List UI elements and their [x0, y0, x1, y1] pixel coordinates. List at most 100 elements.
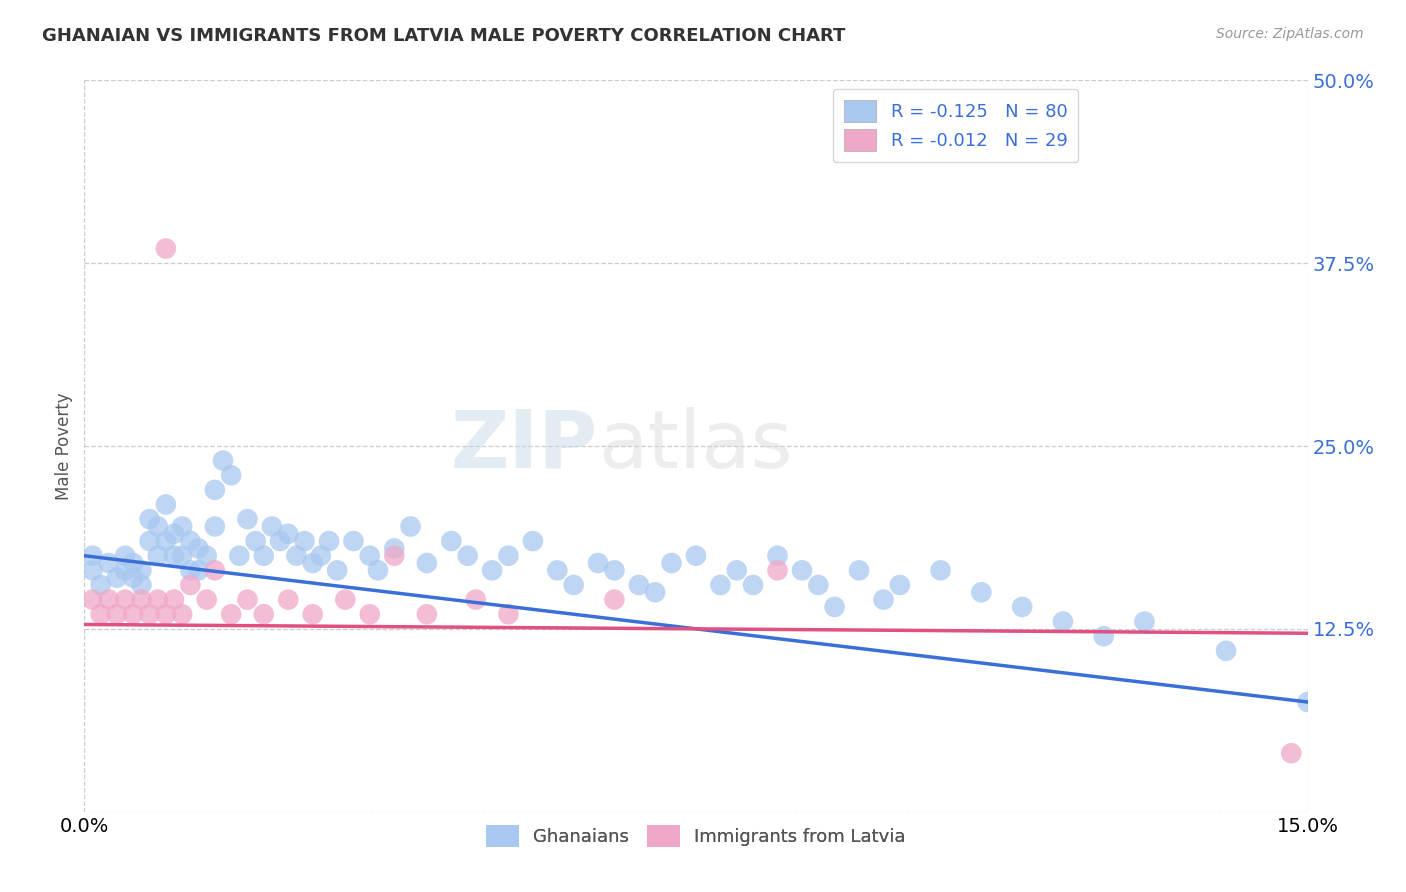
Point [253, 607, 276, 622]
Point [269, 534, 291, 549]
Point [399, 519, 422, 533]
Point [1092, 629, 1115, 643]
Point [498, 549, 520, 563]
Point [219, 468, 242, 483]
Point [82, 563, 104, 577]
Point [586, 556, 609, 570]
Point [382, 549, 405, 563]
Point [1296, 695, 1319, 709]
Point [824, 599, 846, 614]
Point [163, 526, 186, 541]
Point [195, 549, 218, 563]
Point [236, 512, 259, 526]
Point [105, 571, 128, 585]
Text: GHANAIAN VS IMMIGRANTS FROM LATVIA MALE POVERTY CORRELATION CHART: GHANAIAN VS IMMIGRANTS FROM LATVIA MALE … [42, 27, 845, 45]
Point [326, 563, 349, 577]
Point [131, 563, 153, 577]
Y-axis label: Male Poverty: Male Poverty [55, 392, 73, 500]
Point [1011, 599, 1033, 614]
Point [382, 541, 405, 556]
Text: atlas: atlas [598, 407, 793, 485]
Point [114, 549, 136, 563]
Point [627, 578, 650, 592]
Point [114, 563, 136, 577]
Point [309, 549, 332, 563]
Point [335, 592, 357, 607]
Point [204, 519, 226, 533]
Point [131, 578, 153, 592]
Point [562, 578, 585, 592]
Point [236, 592, 259, 607]
Point [219, 607, 242, 622]
Point [725, 563, 748, 577]
Point [1215, 644, 1237, 658]
Point [457, 549, 479, 563]
Point [172, 549, 194, 563]
Point [685, 549, 707, 563]
Point [481, 563, 503, 577]
Point [212, 453, 235, 467]
Point [872, 592, 894, 607]
Point [155, 607, 177, 622]
Point [187, 563, 209, 577]
Point [342, 534, 364, 549]
Point [146, 592, 169, 607]
Point [131, 592, 153, 607]
Point [155, 534, 177, 549]
Point [114, 592, 136, 607]
Point [97, 556, 120, 570]
Point [546, 563, 568, 577]
Point [603, 592, 626, 607]
Point [138, 534, 160, 549]
Point [464, 592, 486, 607]
Point [416, 556, 439, 570]
Point [179, 578, 201, 592]
Point [146, 549, 169, 563]
Point [285, 549, 308, 563]
Point [498, 607, 520, 622]
Point [163, 549, 186, 563]
Point [138, 512, 160, 526]
Point [742, 578, 765, 592]
Text: Source: ZipAtlas.com: Source: ZipAtlas.com [1216, 27, 1364, 41]
Point [359, 549, 381, 563]
Point [155, 498, 177, 512]
Point [359, 607, 381, 622]
Legend: Ghanaians, Immigrants from Latvia: Ghanaians, Immigrants from Latvia [479, 817, 912, 854]
Point [929, 563, 952, 577]
Point [522, 534, 544, 549]
Point [155, 242, 177, 256]
Point [644, 585, 666, 599]
Point [277, 526, 299, 541]
Point [82, 592, 104, 607]
Point [105, 607, 128, 622]
Point [122, 556, 145, 570]
Point [228, 549, 250, 563]
Point [318, 534, 340, 549]
Point [245, 534, 267, 549]
Point [172, 607, 194, 622]
Point [260, 519, 283, 533]
Point [1052, 615, 1074, 629]
Point [172, 519, 194, 533]
Point [163, 592, 186, 607]
Point [889, 578, 911, 592]
Point [1279, 746, 1302, 760]
Point [709, 578, 731, 592]
Point [766, 549, 789, 563]
Point [204, 483, 226, 497]
Point [766, 563, 789, 577]
Point [179, 563, 201, 577]
Point [1133, 615, 1156, 629]
Point [367, 563, 389, 577]
Point [416, 607, 439, 622]
Point [603, 563, 626, 577]
Point [301, 556, 323, 570]
Point [970, 585, 993, 599]
Point [277, 592, 299, 607]
Point [204, 563, 226, 577]
Point [440, 534, 463, 549]
Point [301, 607, 323, 622]
Point [138, 607, 160, 622]
Point [97, 592, 120, 607]
